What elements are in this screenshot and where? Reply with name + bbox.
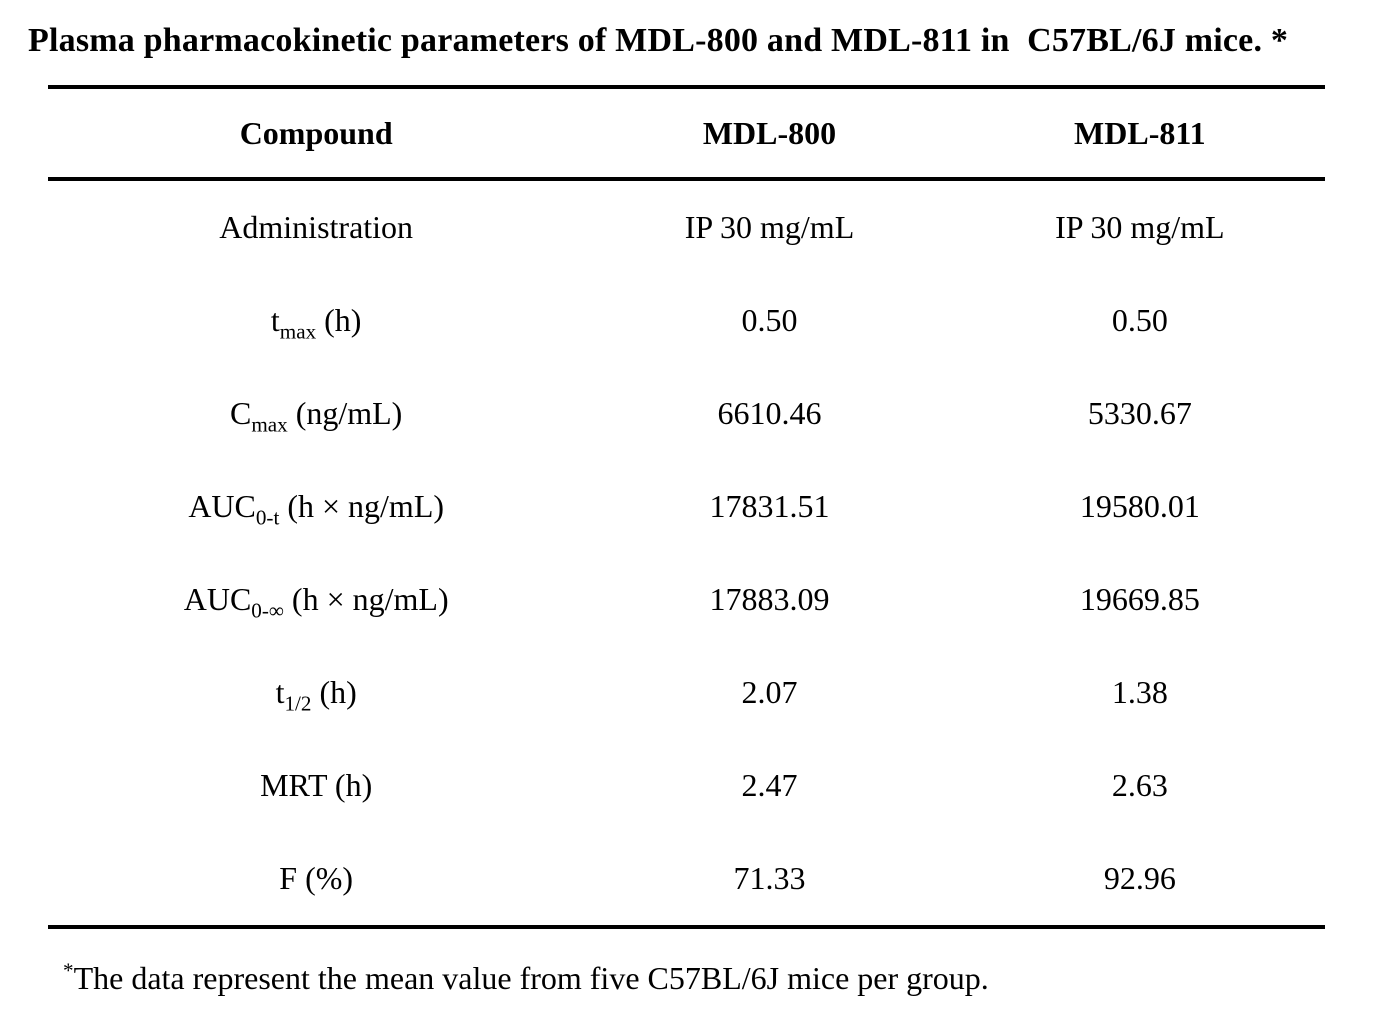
header-compound: Compound (48, 87, 585, 181)
value-mdl811: IP 30 mg/mL (1055, 209, 1225, 245)
row-label-rest: (h × ng/mL) (279, 488, 445, 524)
header-row: Compound MDL-800 MDL-811 (48, 87, 1325, 181)
footnote-text: The data represent the mean value from f… (73, 960, 989, 996)
value-mdl811: 2.63 (1111, 767, 1168, 803)
row-label-rest: (h) (311, 674, 357, 710)
table-row-administration: Administration IP 30 mg/mL IP 30 mg/mL (48, 179, 1325, 274)
row-label-sub: 0-t (255, 505, 280, 530)
table-row-tmax: tmax (h) 0.50 0.50 (48, 274, 1325, 367)
row-label-rest: (ng/mL) (287, 395, 403, 431)
row-label-sub: max (251, 412, 288, 437)
value-mdl800: 17831.51 (709, 488, 830, 524)
row-label-main: C (230, 395, 252, 431)
row-label-main: MRT (h) (260, 767, 373, 803)
row-label: t1/2 (h) (48, 646, 584, 739)
header-mdl800: MDL-800 (584, 87, 955, 181)
row-label-sub: 0-∞ (251, 598, 284, 623)
value-mdl800: 71.33 (733, 860, 806, 896)
row-label-rest: (h × ng/mL) (283, 581, 449, 617)
row-label-main: F (%) (279, 860, 354, 896)
table-row-cmax: Cmax (ng/mL) 6610.46 5330.67 (48, 367, 1325, 460)
row-label-main: AUC (188, 488, 256, 524)
table-row-thalf: t1/2 (h) 2.07 1.38 (48, 646, 1325, 739)
pk-parameters-table: Compound MDL-800 MDL-811 Administration … (48, 85, 1325, 929)
row-label: tmax (h) (48, 274, 584, 367)
table-title: Plasma pharmacokinetic parameters of MDL… (28, 22, 1289, 59)
value-mdl800: 17883.09 (709, 581, 830, 617)
row-label: MRT (h) (48, 739, 584, 832)
value-mdl811: 19669.85 (1079, 581, 1200, 617)
table-row-mrt: MRT (h) 2.47 2.63 (48, 739, 1325, 832)
row-label: Administration (48, 179, 584, 274)
value-mdl811: 5330.67 (1087, 395, 1192, 431)
row-label: F (%) (48, 832, 584, 927)
value-mdl811: 1.38 (1111, 674, 1168, 710)
row-label-main: AUC (183, 581, 252, 617)
value-mdl811: 0.50 (1111, 302, 1168, 338)
footnote-marker: * (63, 958, 74, 983)
value-mdl800: 2.07 (741, 674, 798, 710)
row-label-main: t (270, 302, 280, 338)
value-mdl811: 92.96 (1103, 860, 1176, 896)
row-label-sub: 1/2 (284, 691, 312, 716)
row-label-rest: (h) (316, 302, 362, 338)
footnote: *The data represent the mean value from … (63, 960, 989, 997)
row-label: AUC0-∞ (h × ng/mL) (48, 553, 584, 646)
value-mdl800: 0.50 (741, 302, 798, 338)
row-label-main: Administration (219, 209, 414, 245)
value-mdl800: 6610.46 (717, 395, 822, 431)
row-label-sub: max (279, 319, 317, 344)
header-mdl811: MDL-811 (954, 87, 1325, 181)
value-mdl811: 19580.01 (1079, 488, 1200, 524)
value-mdl800: IP 30 mg/mL (684, 209, 855, 245)
table-row-auc0t: AUC0-t (h × ng/mL) 17831.51 19580.01 (48, 460, 1325, 553)
row-label: Cmax (ng/mL) (48, 367, 584, 460)
value-mdl800: 2.47 (741, 767, 798, 803)
table-row-bioavailability: F (%) 71.33 92.96 (48, 832, 1325, 927)
row-label-main: t (275, 674, 285, 710)
row-label: AUC0-t (h × ng/mL) (48, 460, 584, 553)
table-row-auc0inf: AUC0-∞ (h × ng/mL) 17883.09 19669.85 (48, 553, 1325, 646)
